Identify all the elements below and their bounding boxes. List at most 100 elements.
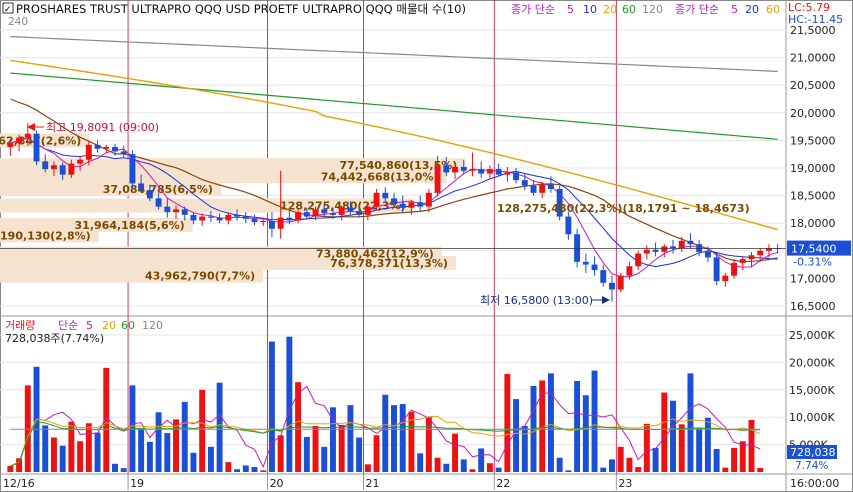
volume-bar[interactable]: [547, 373, 554, 472]
candle-up[interactable]: [643, 249, 650, 254]
volume-bar[interactable]: [50, 437, 57, 472]
candle-up[interactable]: [469, 169, 476, 171]
volume-bar[interactable]: [643, 423, 650, 472]
candle-down[interactable]: [582, 261, 589, 265]
volume-bar[interactable]: [59, 445, 66, 472]
candle-up[interactable]: [103, 147, 110, 149]
volume-bar[interactable]: [85, 423, 92, 472]
volume-bar[interactable]: [748, 419, 755, 472]
candle-up[interactable]: [452, 166, 458, 173]
candle-down[interactable]: [556, 188, 563, 217]
candle-down[interactable]: [190, 214, 197, 221]
volume-bar[interactable]: [190, 452, 197, 472]
volume-bar[interactable]: [364, 464, 371, 472]
candle-up[interactable]: [661, 246, 668, 252]
candle-up[interactable]: [748, 255, 755, 260]
candle-down[interactable]: [565, 216, 572, 235]
candle-down[interactable]: [303, 212, 310, 217]
volume-bar[interactable]: [155, 412, 162, 472]
candle-down[interactable]: [609, 282, 615, 290]
volume-bar[interactable]: [452, 433, 458, 472]
candle-down[interactable]: [670, 246, 676, 249]
volume-bar[interactable]: [722, 467, 729, 472]
volume-bar[interactable]: [382, 394, 389, 472]
candle-down[interactable]: [33, 133, 40, 162]
candle-down[interactable]: [268, 220, 275, 229]
candle-down[interactable]: [547, 184, 554, 189]
volume-bar[interactable]: [77, 441, 84, 472]
candle-up[interactable]: [77, 159, 84, 164]
candle-down[interactable]: [391, 198, 397, 204]
candle-up[interactable]: [765, 248, 772, 251]
candle-up[interactable]: [199, 216, 206, 221]
candle-up[interactable]: [364, 206, 371, 215]
candle-up[interactable]: [757, 250, 764, 256]
candle-up[interactable]: [722, 275, 729, 282]
volume-bar[interactable]: [600, 467, 607, 472]
volume-bar[interactable]: [434, 457, 441, 472]
candle-up[interactable]: [408, 202, 415, 208]
candle-up[interactable]: [24, 133, 31, 138]
volume-bar[interactable]: [234, 469, 241, 472]
volume-bar[interactable]: [609, 459, 615, 472]
volume-bar[interactable]: [486, 463, 493, 472]
candle-down[interactable]: [59, 165, 66, 175]
volume-bar[interactable]: [495, 467, 502, 472]
candle-up[interactable]: [504, 172, 511, 175]
volume-bar[interactable]: [207, 446, 214, 472]
candle-down[interactable]: [242, 216, 249, 219]
volume-bar[interactable]: [286, 336, 293, 472]
candle-down[interactable]: [146, 190, 153, 199]
indicator-checkbox[interactable]: [2, 2, 14, 14]
volume-bar[interactable]: [16, 458, 23, 472]
candle-down[interactable]: [356, 211, 363, 215]
candle-down[interactable]: [513, 172, 520, 181]
volume-bar[interactable]: [469, 469, 476, 472]
volume-bar[interactable]: [103, 367, 110, 472]
volume-bar[interactable]: [556, 457, 563, 472]
volume-bar[interactable]: [460, 459, 467, 472]
candle-up[interactable]: [486, 169, 493, 174]
volume-bar[interactable]: [425, 417, 432, 472]
volume-bar[interactable]: [687, 373, 694, 472]
candle-up[interactable]: [85, 144, 92, 160]
volume-bar[interactable]: [321, 446, 328, 472]
volume-bar[interactable]: [757, 468, 764, 472]
candle-up[interactable]: [277, 217, 284, 229]
volume-bar[interactable]: [330, 407, 336, 472]
volume-bar[interactable]: [739, 441, 746, 472]
candle-up[interactable]: [617, 275, 624, 290]
candle-down[interactable]: [138, 183, 145, 191]
volume-bar[interactable]: [661, 392, 668, 472]
volume-bar[interactable]: [199, 389, 206, 472]
candle-up[interactable]: [731, 262, 738, 276]
candle-up[interactable]: [50, 165, 57, 170]
candle-down[interactable]: [652, 249, 659, 252]
volume-bar[interactable]: [704, 417, 711, 472]
candle-up[interactable]: [16, 137, 23, 144]
candle-down[interactable]: [164, 206, 171, 213]
volume-bar[interactable]: [731, 447, 738, 472]
volume-bar[interactable]: [303, 436, 310, 472]
candle-down[interactable]: [347, 207, 354, 212]
volume-bar[interactable]: [670, 400, 676, 472]
volume-bar[interactable]: [277, 435, 284, 472]
volume-bar[interactable]: [68, 421, 75, 472]
volume-bar[interactable]: [24, 385, 31, 472]
volume-bar[interactable]: [513, 399, 520, 472]
volume-bar[interactable]: [312, 425, 319, 472]
volume-bar[interactable]: [478, 448, 485, 472]
candle-down[interactable]: [460, 166, 467, 171]
candle-down[interactable]: [94, 144, 101, 149]
volume-bar[interactable]: [626, 457, 633, 472]
candle-down[interactable]: [321, 209, 328, 214]
candle-up[interactable]: [373, 192, 380, 207]
volume-bar[interactable]: [260, 470, 267, 472]
volume-bar[interactable]: [408, 411, 415, 472]
volume-bar[interactable]: [356, 437, 363, 472]
candle-up[interactable]: [739, 259, 746, 263]
candle-down[interactable]: [234, 214, 241, 217]
candle-up[interactable]: [434, 165, 441, 193]
candle-down[interactable]: [112, 147, 118, 152]
candle-down[interactable]: [181, 209, 188, 215]
